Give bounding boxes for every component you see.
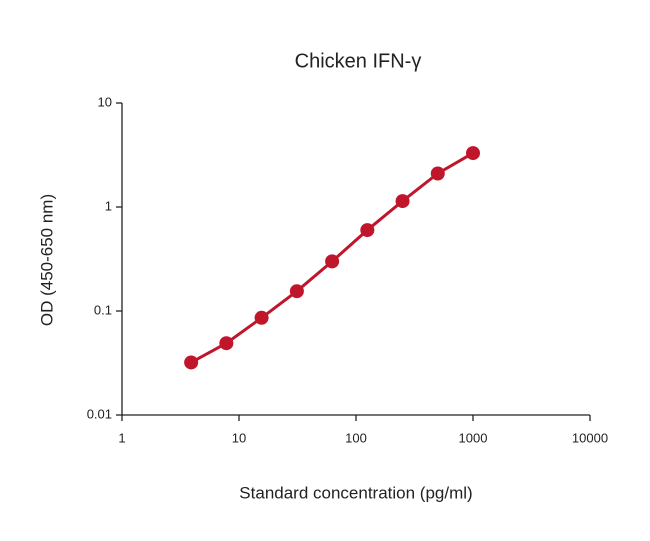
data-point bbox=[430, 166, 445, 181]
x-tick-label: 1000 bbox=[459, 430, 488, 445]
y-tick-label: 1 bbox=[105, 198, 112, 213]
x-tick-label: 100 bbox=[345, 430, 367, 445]
x-tick-label: 1 bbox=[118, 430, 125, 445]
y-axis-label: OD (450-650 nm) bbox=[37, 194, 56, 326]
x-axis-label: Standard concentration (pg/ml) bbox=[239, 483, 472, 502]
chart-title: Chicken IFN-γ bbox=[295, 50, 422, 72]
x-tick-label: 10 bbox=[232, 430, 246, 445]
data-point bbox=[325, 254, 340, 269]
y-tick-label: 0.1 bbox=[94, 302, 112, 317]
data-point bbox=[254, 310, 269, 325]
x-tick-label: 10000 bbox=[572, 430, 608, 445]
data-point bbox=[466, 146, 480, 161]
y-tick-label: 10 bbox=[98, 94, 112, 109]
data-point bbox=[360, 223, 375, 238]
y-tick-label: 0.01 bbox=[87, 406, 112, 421]
data-point bbox=[395, 194, 410, 209]
data-point bbox=[219, 336, 234, 351]
data-point bbox=[184, 355, 199, 370]
data-point bbox=[289, 284, 304, 299]
